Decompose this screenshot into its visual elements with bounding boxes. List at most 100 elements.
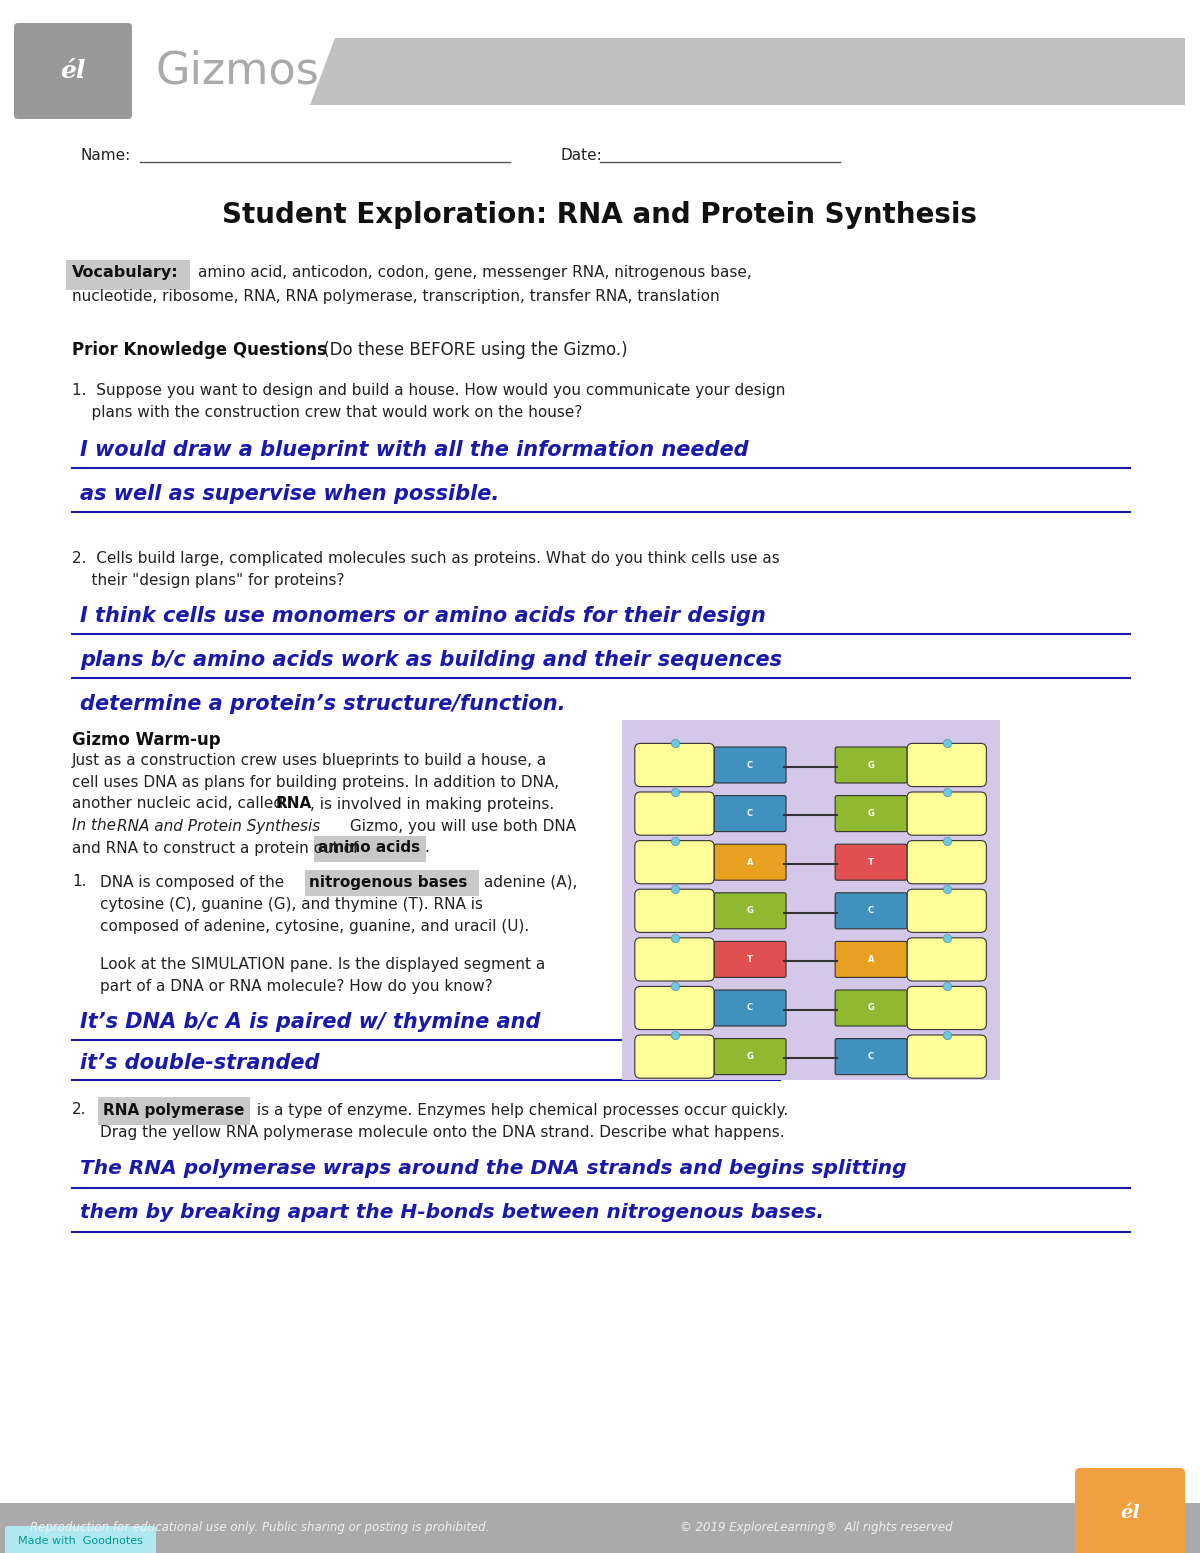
Text: C: C (748, 761, 754, 769)
Text: © 2019 ExploreLearning®  All rights reserved: © 2019 ExploreLearning® All rights reser… (680, 1522, 953, 1534)
FancyBboxPatch shape (835, 1039, 907, 1075)
Text: amino acids: amino acids (318, 840, 420, 856)
Text: G: G (746, 907, 754, 915)
Text: A: A (868, 955, 875, 964)
Text: , is involved in making proteins.: , is involved in making proteins. (310, 797, 554, 812)
Text: Made with  Goodnotes: Made with Goodnotes (18, 1536, 143, 1545)
Text: cell uses DNA as plans for building proteins. In addition to DNA,: cell uses DNA as plans for building prot… (72, 775, 559, 789)
Text: él: él (1120, 1503, 1140, 1522)
FancyBboxPatch shape (66, 259, 190, 290)
Text: plans b/c amino acids work as building and their sequences: plans b/c amino acids work as building a… (80, 651, 782, 669)
Text: is a type of enzyme. Enzymes help chemical processes occur quickly.: is a type of enzyme. Enzymes help chemic… (252, 1103, 788, 1118)
FancyBboxPatch shape (907, 1034, 986, 1078)
FancyBboxPatch shape (835, 989, 907, 1027)
Text: C: C (868, 1051, 874, 1061)
Text: Vocabulary:: Vocabulary: (72, 264, 179, 280)
Text: Look at the SIMULATION pane. Is the displayed segment a: Look at the SIMULATION pane. Is the disp… (100, 957, 545, 972)
FancyBboxPatch shape (714, 1039, 786, 1075)
Text: G: G (868, 761, 875, 769)
Text: RNA and Protein Synthesis: RNA and Protein Synthesis (118, 818, 320, 834)
Text: I think cells use monomers or amino acids for their design: I think cells use monomers or amino acid… (80, 606, 766, 626)
Text: G: G (868, 809, 875, 818)
Text: T: T (868, 857, 874, 867)
Text: Drag the yellow RNA polymerase molecule onto the DNA strand. Describe what happe: Drag the yellow RNA polymerase molecule … (100, 1124, 785, 1140)
Text: 1.  Suppose you want to design and build a house. How would you communicate your: 1. Suppose you want to design and build … (72, 382, 785, 398)
Text: Gizmo, you will use both DNA: Gizmo, you will use both DNA (346, 818, 576, 834)
FancyBboxPatch shape (714, 747, 786, 783)
FancyBboxPatch shape (635, 938, 714, 981)
FancyBboxPatch shape (1075, 1468, 1186, 1553)
Text: Reproduction for educational use only. Public sharing or posting is prohibited.: Reproduction for educational use only. P… (30, 1522, 490, 1534)
Text: él: él (60, 59, 85, 82)
FancyBboxPatch shape (714, 989, 786, 1027)
FancyBboxPatch shape (835, 845, 907, 881)
Text: nucleotide, ribosome, RNA, RNA polymerase, transcription, transfer RNA, translat: nucleotide, ribosome, RNA, RNA polymeras… (72, 289, 720, 303)
Text: and RNA to construct a protein out of: and RNA to construct a protein out of (72, 840, 364, 856)
FancyBboxPatch shape (635, 986, 714, 1030)
Text: .: . (424, 840, 428, 856)
Text: Prior Knowledge Questions: Prior Knowledge Questions (72, 342, 326, 359)
FancyBboxPatch shape (907, 986, 986, 1030)
FancyBboxPatch shape (907, 938, 986, 981)
FancyBboxPatch shape (907, 792, 986, 836)
Text: composed of adenine, cytosine, guanine, and uracil (U).: composed of adenine, cytosine, guanine, … (100, 918, 529, 933)
Text: determine a protein’s structure/function.: determine a protein’s structure/function… (80, 694, 565, 714)
Polygon shape (310, 37, 1186, 106)
Text: it’s double-stranded: it’s double-stranded (80, 1053, 319, 1073)
Text: as well as supervise when possible.: as well as supervise when possible. (80, 485, 499, 505)
Text: Student Exploration: RNA and Protein Synthesis: Student Exploration: RNA and Protein Syn… (222, 200, 978, 228)
Text: G: G (868, 1003, 875, 1013)
Bar (0, 1503, 1200, 1553)
Text: amino acid, anticodon, codon, gene, messenger RNA, nitrogenous base,: amino acid, anticodon, codon, gene, mess… (198, 264, 751, 280)
Text: 2.  Cells build large, complicated molecules such as proteins. What do you think: 2. Cells build large, complicated molecu… (72, 550, 780, 565)
Text: T: T (748, 955, 754, 964)
Text: RNA polymerase: RNA polymerase (103, 1103, 245, 1118)
FancyBboxPatch shape (907, 840, 986, 884)
FancyBboxPatch shape (635, 1034, 714, 1078)
Text: RNA: RNA (276, 797, 312, 812)
Text: Gizmo Warm-up: Gizmo Warm-up (72, 731, 221, 749)
Text: part of a DNA or RNA molecule? How do you know?: part of a DNA or RNA molecule? How do yo… (100, 978, 493, 994)
FancyBboxPatch shape (835, 893, 907, 929)
FancyBboxPatch shape (635, 744, 714, 787)
FancyBboxPatch shape (98, 1096, 250, 1124)
Text: 1.: 1. (72, 874, 86, 890)
FancyBboxPatch shape (14, 23, 132, 120)
Text: Date:: Date: (560, 148, 601, 163)
Text: (Do these BEFORE using the Gizmo.): (Do these BEFORE using the Gizmo.) (318, 342, 628, 359)
Text: Just as a construction crew uses blueprints to build a house, a: Just as a construction crew uses bluepri… (72, 753, 547, 767)
Text: nitrogenous bases: nitrogenous bases (310, 874, 467, 890)
Text: them by breaking apart the H-bonds between nitrogenous bases.: them by breaking apart the H-bonds betwe… (80, 1202, 824, 1222)
Text: cytosine (C), guanine (G), and thymine (T). RNA is: cytosine (C), guanine (G), and thymine (… (100, 896, 482, 912)
Text: It’s DNA b/c A is paired w/ thymine and: It’s DNA b/c A is paired w/ thymine and (80, 1013, 540, 1033)
FancyBboxPatch shape (835, 747, 907, 783)
Text: adenine (A),: adenine (A), (479, 874, 577, 890)
Text: A: A (746, 857, 754, 867)
Text: C: C (868, 907, 874, 915)
FancyBboxPatch shape (305, 870, 479, 896)
FancyBboxPatch shape (618, 716, 1003, 1084)
Text: Name:: Name: (80, 148, 131, 163)
Text: G: G (746, 1051, 754, 1061)
FancyBboxPatch shape (714, 893, 786, 929)
Text: In the: In the (72, 818, 121, 834)
FancyBboxPatch shape (714, 941, 786, 977)
FancyBboxPatch shape (5, 1527, 156, 1553)
Text: I would draw a blueprint with all the information needed: I would draw a blueprint with all the in… (80, 439, 749, 460)
Text: Gizmos: Gizmos (155, 50, 319, 93)
FancyBboxPatch shape (714, 845, 786, 881)
FancyBboxPatch shape (907, 744, 986, 787)
FancyBboxPatch shape (314, 836, 426, 862)
Text: 2.: 2. (72, 1103, 86, 1118)
Text: DNA is composed of the: DNA is composed of the (100, 874, 289, 890)
FancyBboxPatch shape (635, 840, 714, 884)
Text: C: C (748, 1003, 754, 1013)
FancyBboxPatch shape (835, 795, 907, 831)
Text: plans with the construction crew that would work on the house?: plans with the construction crew that wo… (72, 404, 582, 419)
Text: another nucleic acid, called: another nucleic acid, called (72, 797, 288, 812)
FancyBboxPatch shape (635, 792, 714, 836)
FancyBboxPatch shape (635, 890, 714, 932)
Text: C: C (748, 809, 754, 818)
Text: The RNA polymerase wraps around the DNA strands and begins splitting: The RNA polymerase wraps around the DNA … (80, 1159, 906, 1177)
FancyBboxPatch shape (835, 941, 907, 977)
